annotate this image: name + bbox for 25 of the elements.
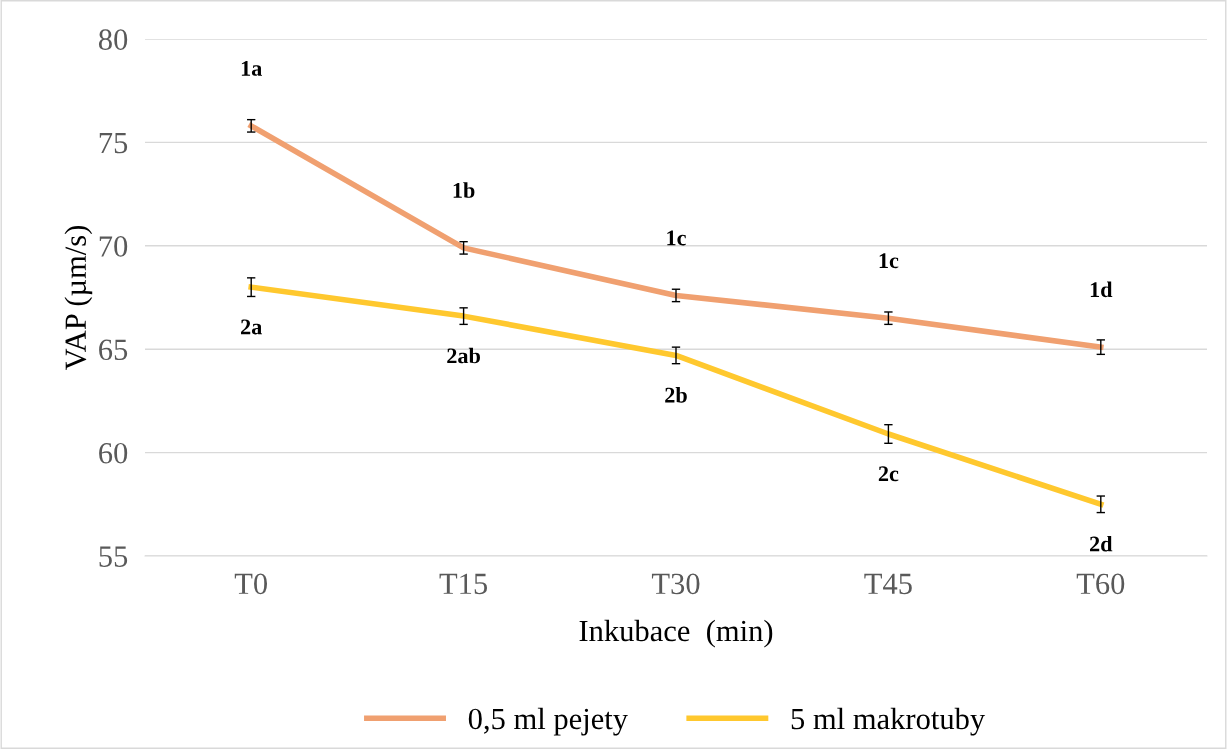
y-tick-label: 75 xyxy=(99,132,128,154)
annotation: 2a xyxy=(241,319,262,335)
annotation: 2c xyxy=(878,466,899,482)
annotation: 2b xyxy=(665,386,687,403)
y-tick-label: 55 xyxy=(99,546,128,567)
annotation: 1c xyxy=(879,253,899,269)
annotation: 1b xyxy=(453,182,475,198)
y-tick-label: 60 xyxy=(99,442,128,464)
annotation: 2d xyxy=(1090,535,1113,552)
x-tick-label: T0 xyxy=(234,573,268,595)
y-tick-label: 80 xyxy=(98,29,128,50)
annotation: 2ab xyxy=(447,347,480,364)
x-tick-label: T30 xyxy=(651,573,700,595)
legend-label: 5 ml makrotuby xyxy=(791,707,986,736)
x-tick-label: T45 xyxy=(864,573,912,595)
x-axis-title: Inkubace (min) xyxy=(579,619,773,648)
annotation: 1d xyxy=(1090,281,1113,298)
annotation: 1c xyxy=(667,230,686,246)
y-tick-label: 65 xyxy=(99,339,128,361)
y-tick-label: 70 xyxy=(99,236,128,257)
legend-label: 0,5 ml pejety xyxy=(468,707,628,736)
annotation: 1a xyxy=(241,60,262,76)
y-axis-title: VAP (µm/s) xyxy=(64,225,93,371)
x-tick-label: T60 xyxy=(1076,573,1125,595)
x-tick-label: T15 xyxy=(439,573,488,595)
